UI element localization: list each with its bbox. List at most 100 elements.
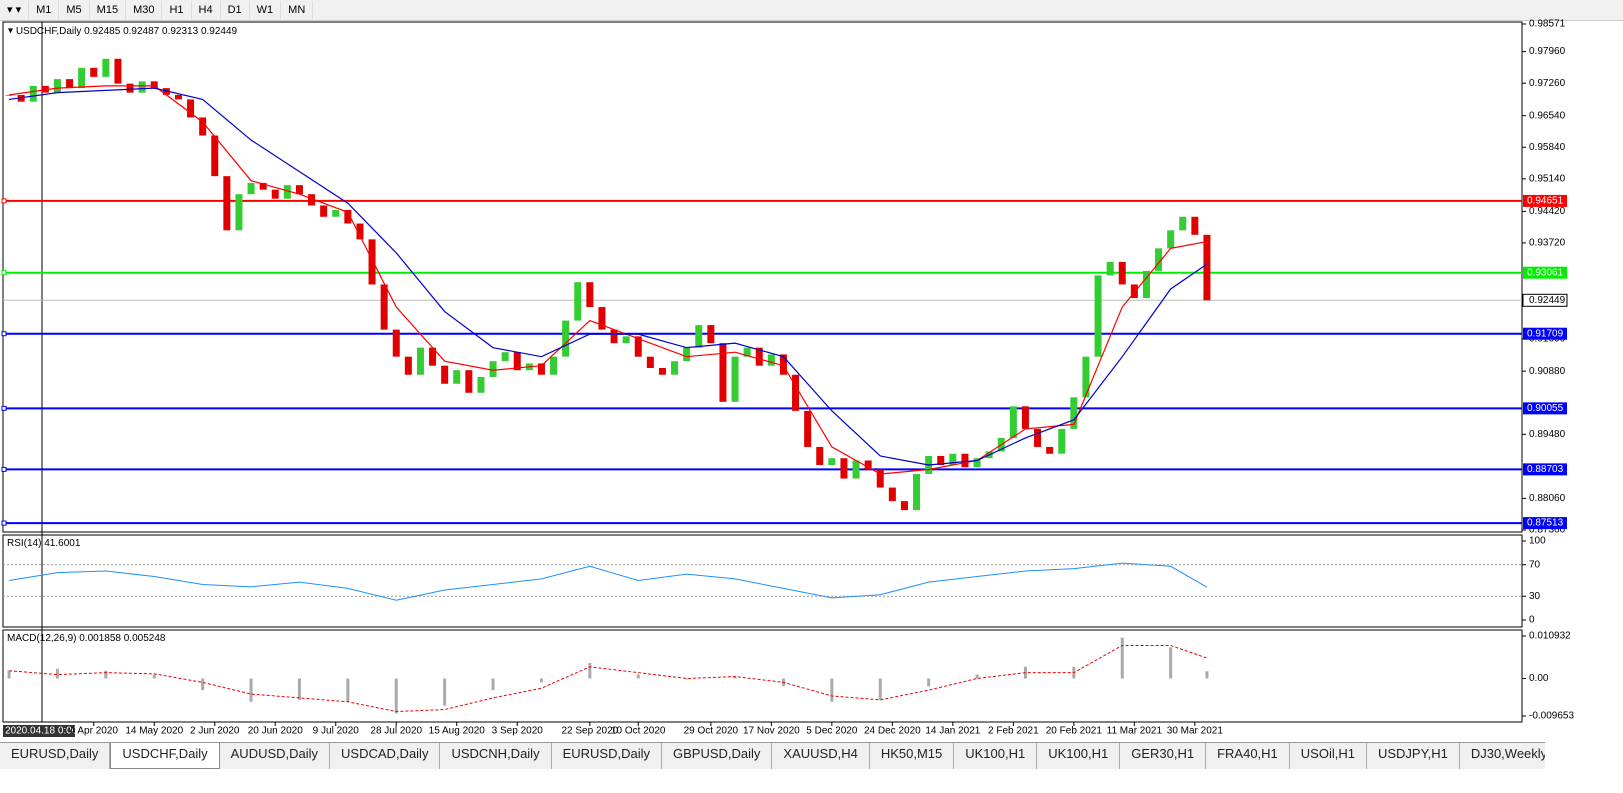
chart-tab[interactable]: EURUSD,Daily: [0, 743, 111, 769]
candle: [913, 474, 921, 511]
rsi-label: RSI(14): [7, 538, 41, 549]
level-handle: [1, 520, 7, 526]
candle: [755, 347, 763, 366]
candle: [1142, 270, 1150, 299]
menu-arrow[interactable]: ▾ ▾: [0, 1, 30, 19]
timeframe-button[interactable]: M1: [29, 1, 60, 19]
level-label: 0.94651: [1527, 196, 1564, 207]
candle: [767, 354, 775, 366]
y-tick-label: 30: [1529, 591, 1541, 602]
candle: [453, 370, 461, 384]
chart-tab[interactable]: USDCAD,Daily: [330, 743, 441, 769]
current-price-box: [1522, 293, 1568, 307]
chart-tab[interactable]: HK50,M15: [870, 743, 955, 769]
chart-tab[interactable]: UK100,H1: [1037, 743, 1121, 769]
toolbar: ▾ ▾ M1 M5 M15 M30 H1 H4 D1 W1 MN: [0, 0, 1623, 21]
level-box: [1523, 327, 1567, 340]
macd-bar: [201, 678, 205, 691]
x-tick-label: 15 Aug 2020: [429, 726, 486, 737]
macd-bar: [1169, 647, 1173, 679]
timeframe-button[interactable]: H4: [192, 1, 221, 19]
chart-tab[interactable]: USDCHF,Daily: [110, 743, 220, 769]
candle: [719, 343, 727, 402]
chart: ▾ USDCHF,Daily 0.92485 0.92487 0.92313 0…: [1, 19, 1574, 737]
macd-bar: [1120, 637, 1124, 679]
timeframe-button[interactable]: M30: [126, 1, 163, 19]
macd-bar: [927, 678, 931, 687]
x-tick-label: 2 Jun 2020: [190, 726, 240, 737]
candle: [441, 365, 449, 384]
timeframe-button[interactable]: M5: [59, 1, 90, 19]
x-tick-label: 9 Jul 2020: [313, 726, 360, 737]
candle: [671, 361, 679, 375]
candle: [961, 453, 969, 468]
candle: [489, 361, 497, 377]
macd-bar: [104, 670, 108, 679]
candle: [586, 282, 594, 308]
timeframe-button[interactable]: M15: [90, 1, 127, 19]
chart-tab[interactable]: UK100,H1: [954, 743, 1038, 769]
candle: [658, 367, 666, 375]
candle: [598, 307, 606, 330]
timeframe-button[interactable]: D1: [221, 1, 250, 19]
level-handle: [1, 331, 7, 337]
candle: [501, 352, 509, 362]
candle: [380, 284, 388, 330]
crosshair-label: 2020.04.18 0:00: [5, 726, 78, 737]
chart-tab[interactable]: EURUSD,Daily: [552, 743, 662, 769]
chart-tab[interactable]: XAUUSD,H4: [772, 743, 870, 769]
candle: [949, 453, 957, 466]
y-tick-label: 70: [1529, 559, 1541, 570]
candle: [1034, 428, 1042, 447]
candle: [199, 117, 207, 136]
level-label: 0.93061: [1527, 267, 1564, 278]
main-panel: [2, 21, 1523, 533]
macd-bar: [152, 674, 156, 679]
level-box: [1523, 517, 1567, 530]
candle: [1082, 356, 1090, 398]
macd-bar: [539, 678, 543, 683]
candle: [29, 85, 37, 102]
chart-tab[interactable]: DJ30,Weekly: [1460, 743, 1545, 769]
chart-tab[interactable]: AUDUSD,Daily: [220, 743, 331, 769]
candle: [90, 67, 98, 77]
candle: [1106, 261, 1114, 276]
chart-tab[interactable]: USDCNH,Daily: [440, 743, 552, 769]
level-box: [1523, 402, 1567, 415]
timeframe-button[interactable]: W1: [250, 1, 282, 19]
chart-tab[interactable]: FRA40,H1: [1206, 743, 1290, 769]
low: 0.92313: [162, 26, 199, 37]
candle: [5, 94, 13, 96]
symbol: USDCHF,Daily: [16, 26, 82, 37]
candle: [283, 185, 291, 199]
candle: [53, 79, 61, 93]
x-tick-label: 5 Dec 2020: [806, 726, 858, 737]
candle: [610, 329, 618, 344]
timeframe-button[interactable]: MN: [281, 1, 314, 19]
macd-main: 0.001858: [79, 633, 121, 644]
candle: [235, 194, 243, 231]
x-tick-label: 24 Dec 2020: [864, 726, 921, 737]
chart-tab[interactable]: USOil,H1: [1290, 743, 1367, 769]
macd-bar: [685, 678, 689, 680]
macd-bar: [55, 668, 59, 679]
candle: [888, 487, 896, 502]
chart-tab[interactable]: USDJPY,H1: [1367, 743, 1460, 769]
macd-bar: [394, 678, 398, 714]
y-tick-label: 0.96540: [1529, 110, 1566, 121]
timeframe-button[interactable]: H1: [162, 1, 192, 19]
macd-bar: [491, 678, 495, 691]
chart-tab[interactable]: GER30,H1: [1120, 743, 1207, 769]
candle: [308, 194, 316, 206]
level-handle: [1, 405, 7, 411]
level-label: 0.87513: [1527, 518, 1564, 529]
candle: [622, 336, 630, 344]
y-tick-label: 0.95140: [1529, 173, 1566, 184]
candle: [1070, 397, 1078, 429]
macd-header: MACD(12,26,9) 0.001858 0.005248: [7, 633, 166, 644]
macd-bar: [878, 678, 882, 700]
y-tick-label: 0.95840: [1529, 142, 1566, 153]
candle: [937, 455, 945, 466]
macd-panel: [2, 629, 1523, 723]
chart-tab[interactable]: GBPUSD,Daily: [662, 743, 773, 769]
